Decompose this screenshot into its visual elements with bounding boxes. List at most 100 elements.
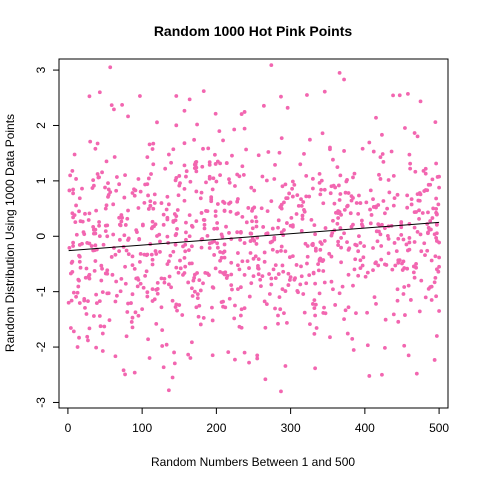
data-point [336,243,341,247]
data-point [247,294,252,299]
data-point [130,191,135,195]
data-point [417,309,422,314]
data-point [77,259,82,264]
data-point [358,258,363,263]
data-point [339,236,343,240]
data-point [229,272,234,277]
data-point [254,242,259,246]
data-point [159,276,164,281]
data-point [147,356,152,360]
data-point [80,219,85,224]
data-point [160,344,165,348]
data-point [218,161,222,166]
data-point [429,284,434,289]
data-point [316,268,321,273]
data-point [70,259,75,264]
data-point [240,214,245,219]
data-point [434,212,439,217]
data-point [175,208,180,212]
data-point [172,212,177,216]
data-point [154,252,159,256]
data-point [233,184,237,188]
data-point [98,324,103,329]
data-point [173,233,178,238]
data-point [240,259,245,264]
data-point [302,152,306,156]
data-point [166,259,171,264]
data-point [391,312,396,317]
data-point [263,325,268,330]
data-point [414,265,418,270]
data-point [269,282,274,287]
data-point [397,93,402,98]
data-point [359,218,364,223]
data-point [74,177,78,181]
data-point [155,286,160,291]
data-point [316,262,320,267]
data-point [283,364,288,368]
data-point [207,162,212,167]
data-point [227,180,232,185]
data-point [198,288,203,293]
data-point [130,292,135,297]
data-point [264,231,269,236]
data-point [190,224,195,229]
data-point [417,198,422,203]
data-point [310,242,315,247]
data-point [391,173,396,178]
data-point [252,188,257,193]
data-point [374,204,378,209]
data-point [343,190,348,195]
data-point [412,131,417,135]
data-point [150,262,155,267]
data-point [113,299,118,304]
data-point [173,218,178,223]
data-point [391,203,396,208]
data-point [328,335,332,340]
data-point [282,311,286,316]
data-point [219,232,224,237]
data-point [120,215,124,220]
data-point [74,203,78,208]
data-point [412,225,417,230]
data-point [391,93,395,98]
data-point [342,317,346,322]
data-point [342,77,346,82]
data-point [279,206,284,211]
data-point [187,234,192,239]
data-point [242,273,247,277]
data-point [285,221,289,225]
data-point [106,187,111,192]
data-point [186,352,191,357]
data-point [269,199,274,204]
data-point [233,303,237,308]
data-point [299,228,304,233]
data-point [197,278,202,283]
data-point [221,250,225,255]
data-point [312,223,317,228]
data-point [437,240,441,245]
data-point [403,313,407,317]
data-point [242,350,247,355]
data-point [255,353,260,358]
data-point [311,271,316,276]
data-point [194,165,199,170]
data-point [390,267,395,272]
data-point [411,270,416,275]
data-point [158,239,162,244]
data-point [296,290,300,295]
data-point [322,89,327,94]
data-point [426,230,430,235]
data-point [119,219,124,224]
data-point [437,264,441,269]
data-point [371,268,375,273]
data-point [182,141,187,146]
data-point [100,170,104,175]
data-point [356,249,361,254]
data-point [130,315,135,320]
data-point [114,188,119,193]
data-point [146,337,150,342]
data-point [119,277,124,281]
data-point [177,303,182,307]
